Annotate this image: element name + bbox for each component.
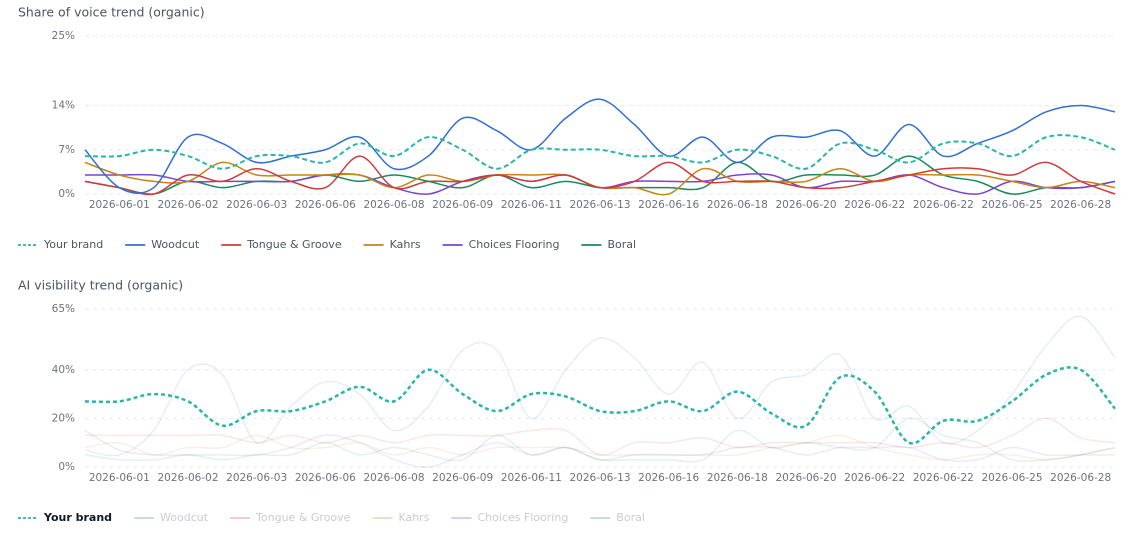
x-tick-label: 2026-06-18: [707, 472, 768, 484]
series-line: [84, 429, 1115, 468]
x-tick-label: 2026-06-28: [1050, 199, 1111, 211]
legend-label: Your brand: [43, 511, 112, 524]
legend-item: Tongue & Groove: [221, 238, 342, 251]
legend-item: Kahrs: [372, 511, 430, 524]
x-tick-label: 2026-06-08: [363, 472, 424, 484]
x-tick-label: 2026-06-09: [432, 199, 493, 211]
x-tick-label: 2026-06-11: [501, 472, 562, 484]
x-tick-label: 2026-06-01: [89, 199, 150, 211]
y-tick-label: 25%: [52, 30, 75, 42]
x-tick-label: 2026-06-06: [295, 199, 356, 211]
chart-title: AI visibility trend (organic): [18, 278, 183, 293]
series-line: [84, 315, 1116, 457]
x-tick-label: 2026-06-22: [913, 472, 974, 484]
x-tick-label: 2026-06-02: [157, 199, 218, 211]
legend-label: Tongue & Groove: [255, 511, 351, 524]
x-tick-label: 2026-06-08: [363, 199, 424, 211]
legend-item: Boral: [581, 238, 636, 251]
legend-label: Boral: [616, 511, 645, 524]
legend-item: Your brand: [18, 238, 103, 251]
legend-label: Kahrs: [398, 511, 429, 524]
x-tick-label: 2026-06-25: [981, 472, 1042, 484]
legend-label: Choices Flooring: [477, 511, 568, 524]
x-tick-label: 2026-06-06: [295, 472, 356, 484]
legend-label: Woodcut: [160, 511, 209, 524]
chart: AI visibility trend (organic) 0% 20% 40% 65%…: [18, 278, 1116, 524]
x-tick-label: 2026-06-22: [844, 199, 905, 211]
legend-item: Boral: [590, 511, 645, 524]
x-tick-label: 2026-06-03: [226, 472, 287, 484]
legend-label: Choices Flooring: [469, 238, 560, 251]
legend-label: Kahrs: [390, 238, 421, 251]
x-tick-label: 2026-06-20: [775, 199, 836, 211]
y-tick-label: 65%: [52, 303, 75, 315]
x-tick-label: 2026-06-13: [569, 472, 630, 484]
series-line: [84, 366, 1116, 445]
legend-item: Woodcut: [134, 511, 209, 524]
series-line: [84, 134, 1116, 170]
legend-item: Your brand: [18, 511, 112, 524]
x-tick-label: 2026-06-22: [913, 199, 974, 211]
x-tick-label: 2026-06-22: [844, 472, 905, 484]
x-tick-label: 2026-06-11: [501, 199, 562, 211]
series-line: [84, 417, 1116, 463]
legend-item: Kahrs: [363, 238, 421, 251]
x-tick-label: 2026-06-03: [226, 199, 287, 211]
x-tick-label: 2026-06-16: [638, 472, 699, 484]
x-tick-label: 2026-06-28: [1050, 472, 1111, 484]
x-tick-label: 2026-06-20: [775, 472, 836, 484]
y-tick-label: 0%: [58, 461, 75, 473]
series-line: [84, 155, 1116, 196]
series-line: [85, 417, 1116, 456]
chart-title: Share of voice trend (organic): [18, 5, 205, 20]
legend-item: Woodcut: [125, 238, 200, 251]
legend-label: Tongue & Groove: [246, 238, 342, 251]
x-tick-label: 2026-06-01: [89, 472, 150, 484]
legend-item: Choices Flooring: [451, 511, 568, 524]
y-tick-label: 0%: [58, 188, 75, 200]
x-tick-label: 2026-06-18: [707, 199, 768, 211]
y-tick-label: 14%: [52, 100, 75, 112]
y-tick-label: 40%: [52, 364, 75, 376]
series-line: [84, 434, 1116, 461]
x-tick-label: 2026-06-25: [981, 199, 1042, 211]
legend-label: Your brand: [43, 238, 103, 251]
series-line: [84, 173, 1116, 195]
x-tick-label: 2026-06-16: [638, 199, 699, 211]
y-tick-label: 20%: [52, 412, 75, 424]
chart: Share of voice trend (organic) 0% 7% 14% 25%…: [18, 5, 1116, 251]
x-tick-label: 2026-06-13: [569, 199, 630, 211]
legend-label: Boral: [607, 238, 636, 251]
x-tick-label: 2026-06-09: [432, 472, 493, 484]
legend-label: Woodcut: [151, 238, 200, 251]
series-line: [84, 98, 1116, 194]
y-tick-label: 7%: [58, 144, 75, 156]
legend-item: Choices Flooring: [442, 238, 560, 251]
x-tick-label: 2026-06-02: [157, 472, 218, 484]
legend-item: Tongue & Groove: [230, 511, 351, 524]
